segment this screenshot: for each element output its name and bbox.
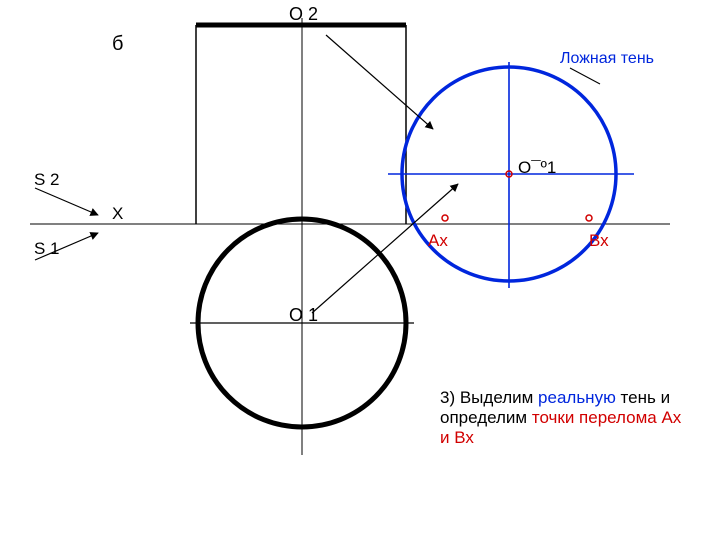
false-shadow-leader	[570, 68, 600, 84]
light-ray-top	[326, 35, 433, 129]
point-Bx	[586, 215, 592, 221]
caption-run: и Вх	[440, 428, 474, 447]
caption-run: определим	[440, 408, 532, 427]
label-S2: S 2	[34, 170, 60, 189]
label-false_shadow: Ложная тень	[560, 50, 654, 67]
caption-run: тень и	[616, 388, 675, 407]
point-Ax	[442, 215, 448, 221]
caption-run: точки перелома Ах	[532, 408, 686, 427]
label-b: б	[112, 33, 123, 55]
label-Bx: Вх	[589, 231, 609, 250]
caption-run: 3) Выделим	[440, 388, 538, 407]
label-O_o1: О¯º1	[518, 158, 556, 177]
caption-text: 3) Выделим реальную тень и определим точ…	[440, 388, 686, 447]
diagram-canvas: б O 2 O 1 S 2 S 1 X О¯º1 Ах Вх Ложная тень 3) Выде…	[0, 0, 720, 540]
label-O1: O 1	[289, 305, 318, 325]
label-Ax: Ах	[428, 231, 448, 250]
caption-run: реальную	[538, 388, 616, 407]
s2-ray	[35, 188, 98, 215]
label-O2: O 2	[289, 4, 318, 24]
label-X: X	[112, 204, 123, 223]
label-S1: S 1	[34, 239, 60, 258]
